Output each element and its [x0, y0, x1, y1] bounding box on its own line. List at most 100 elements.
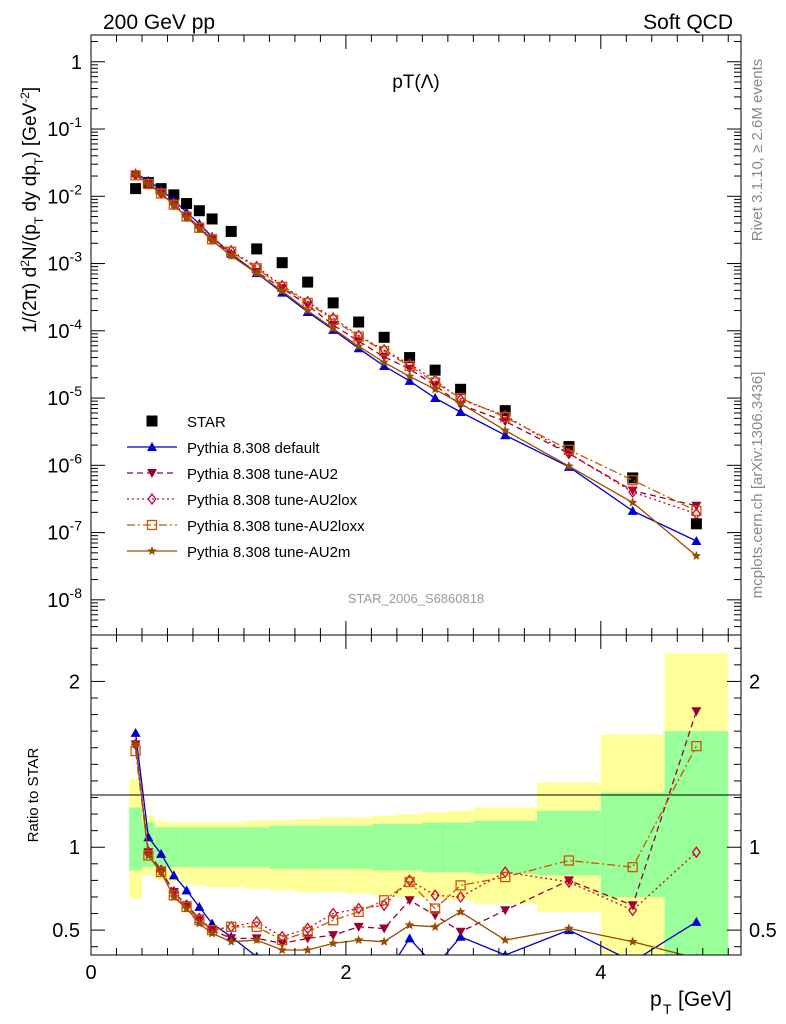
- ratio-xtick-label: 2: [340, 962, 351, 984]
- legend-item-pythia-8-308-tune-au2: Pythia 8.308 tune-AU2: [127, 466, 338, 483]
- ratio-point-pythia-8-308-tune-au2loxx: [353, 906, 364, 918]
- main-y-axis-label: 1/(2π) d2N/(pT dy dpT) [GeV-2]: [18, 87, 46, 333]
- ratio-point-pythia-8-308-tune-au2lox: [628, 904, 638, 917]
- main-point-pythia-8-308-tune-au2loxx: [181, 211, 192, 222]
- ratio-point-pythia-8-308-tune-au2m: [627, 936, 638, 946]
- main-point-pythia-8-308-default: [455, 407, 466, 417]
- main-series-star: [130, 177, 702, 530]
- ratio-series-pythia-8-308-tune-au2loxx: [130, 740, 702, 946]
- ratio-point-pythia-8-308-tune-au2m: [156, 867, 166, 877]
- ratio-band-inner: [345, 825, 372, 869]
- main-point-pythia-8-308-tune-au2m: [226, 250, 236, 260]
- main-ytick-label: 10-6: [47, 450, 82, 477]
- ratio-point-pythia-8-308-tune-au2lox: [456, 890, 466, 904]
- ratio-point-pythia-8-308-tune-au2lox: [328, 907, 338, 920]
- main-point-pythia-8-308-tune-au2m: [379, 357, 389, 367]
- ratio-point-pythia-8-308-tune-au2: [404, 896, 415, 906]
- main-point-pythia-8-308-tune-au2m: [691, 550, 702, 560]
- ratio-point-pythia-8-308-tune-au2loxx: [455, 880, 466, 891]
- ratio-band-inner: [371, 824, 397, 871]
- ratio-point-pythia-8-308-tune-au2m: [207, 928, 217, 938]
- x-axis-label: p T [GeV]: [650, 988, 732, 1017]
- ratio-point-pythia-8-308-tune-au2: [691, 707, 702, 717]
- ratio-curves-clipped: [130, 707, 702, 955]
- ratio-point-pythia-8-308-tune-au2m: [353, 935, 364, 945]
- legend-item-pythia-8-308-default: Pythia 8.308 default: [127, 440, 320, 457]
- ratio-axes: 0 2 4 0.5 0.5 1 1 2 2: [52, 635, 777, 984]
- ratio-point-pythia-8-308-tune-au2m: [130, 739, 141, 749]
- main-point-star: [429, 364, 441, 376]
- main-point-pythia-8-308-default: [430, 393, 441, 403]
- legend-label: Pythia 8.308 tune-AU2m: [187, 544, 350, 561]
- ratio-point-pythia-8-308-tune-au2m: [328, 938, 338, 948]
- main-point-pythia-8-308-tune-au2loxx: [627, 475, 638, 486]
- x-axis-label-sub: T: [663, 1001, 672, 1017]
- main-point-star: [627, 472, 639, 484]
- ratio-point-pythia-8-308-tune-au2m: [404, 920, 415, 930]
- ratio-ytick-label-right: 2: [749, 671, 760, 693]
- main-point-pythia-8-308-default: [379, 360, 390, 370]
- ratio-point-pythia-8-308-tune-au2loxx: [302, 926, 313, 937]
- main-point-pythia-8-308-tune-au2: [627, 486, 638, 496]
- header-left: 200 GeV pp: [103, 11, 215, 34]
- ratio-frame: [90, 634, 742, 956]
- main-point-pythia-8-308-tune-au2loxx: [353, 331, 364, 342]
- ratio-point-pythia-8-308-tune-au2m: [169, 892, 179, 901]
- main-point-pythia-8-308-default: [404, 375, 415, 385]
- plot-title: pT(Λ): [392, 72, 440, 93]
- ratio-band-inner: [600, 792, 665, 897]
- ratio-point-pythia-8-308-default: [691, 916, 702, 926]
- main-ytick-label: 10-8: [47, 585, 82, 612]
- ratio-point-pythia-8-308-tune-au2loxx: [251, 921, 262, 932]
- main-point-pythia-8-308-tune-au2m: [353, 341, 364, 351]
- main-point-star: [563, 441, 575, 453]
- ratio-point-pythia-8-308-tune-au2: [379, 924, 390, 934]
- ratio-point-pythia-8-308-tune-au2loxx: [168, 890, 179, 901]
- main-point-star: [353, 316, 365, 328]
- main-point-pythia-8-308-tune-au2loxx: [378, 345, 390, 357]
- main-point-pythia-8-308-tune-au2m: [277, 286, 287, 296]
- ratio-band-inner: [167, 827, 181, 868]
- ratio-point-pythia-8-308-tune-au2m: [564, 923, 574, 933]
- main-point-pythia-8-308-tune-au2lox: [691, 507, 701, 520]
- ratio-point-pythia-8-308-tune-au2m: [302, 945, 313, 955]
- ratio-xtick-label: 0: [85, 962, 96, 984]
- legend-label: Pythia 8.308 tune-AU2: [187, 466, 338, 483]
- main-point-star: [276, 257, 288, 269]
- main-point-pythia-8-308-tune-au2m: [143, 179, 154, 189]
- main-point-pythia-8-308-tune-au2loxx: [168, 199, 179, 210]
- ratio-point-pythia-8-308-tune-au2m: [226, 936, 236, 946]
- ratio-ytick-label-right: 1: [749, 837, 760, 859]
- ratio-point-pythia-8-308-tune-au2m: [277, 945, 287, 955]
- ratio-panel: 0 2 4 0.5 0.5 1 1 2 2 Ratio to STAR p T [GeV]: [25, 634, 777, 1017]
- main-point-pythia-8-308-tune-au2m: [251, 268, 262, 278]
- ratio-band-inner: [320, 825, 346, 869]
- ratio-point-pythia-8-308-tune-au2loxx: [378, 895, 390, 906]
- legend-marker: [147, 492, 157, 506]
- ratio-point-pythia-8-308-default: [168, 870, 179, 880]
- ratio-ytick-label: 2: [69, 671, 80, 693]
- legend-label: STAR: [187, 414, 226, 431]
- header-right: Soft QCD: [643, 11, 733, 34]
- ratio-band-inner: [180, 827, 193, 868]
- main-point-pythia-8-308-tune-au2m: [156, 188, 166, 198]
- main-point-star: [251, 243, 263, 255]
- main-series-pythia-8-308-tune-au2m: [130, 169, 702, 560]
- main-point-star: [327, 297, 339, 309]
- ratio-uncertainty-bands: [129, 653, 729, 955]
- ratio-point-pythia-8-308-tune-au2lox: [252, 915, 262, 928]
- ratio-line-pythia-8-308-tune-au2loxx: [134, 745, 697, 941]
- ratio-xtick-label: 4: [595, 962, 606, 984]
- ratio-point-pythia-8-308-tune-au2loxx: [226, 921, 237, 932]
- ratio-point-pythia-8-308-tune-au2loxx: [181, 901, 192, 913]
- main-point-pythia-8-308-tune-au2lox: [328, 311, 338, 325]
- ratio-curves: [130, 707, 702, 955]
- ratio-band-inner: [129, 807, 142, 871]
- ratio-ytick-label: 0.5: [52, 920, 80, 942]
- ratio-point-pythia-8-308-tune-au2m: [194, 918, 205, 928]
- ratio-line-pythia-8-308-default: [134, 732, 697, 955]
- main-ytick-label: 10-7: [47, 518, 82, 545]
- ratio-band-inner: [218, 827, 244, 868]
- main-point-star: [225, 225, 237, 237]
